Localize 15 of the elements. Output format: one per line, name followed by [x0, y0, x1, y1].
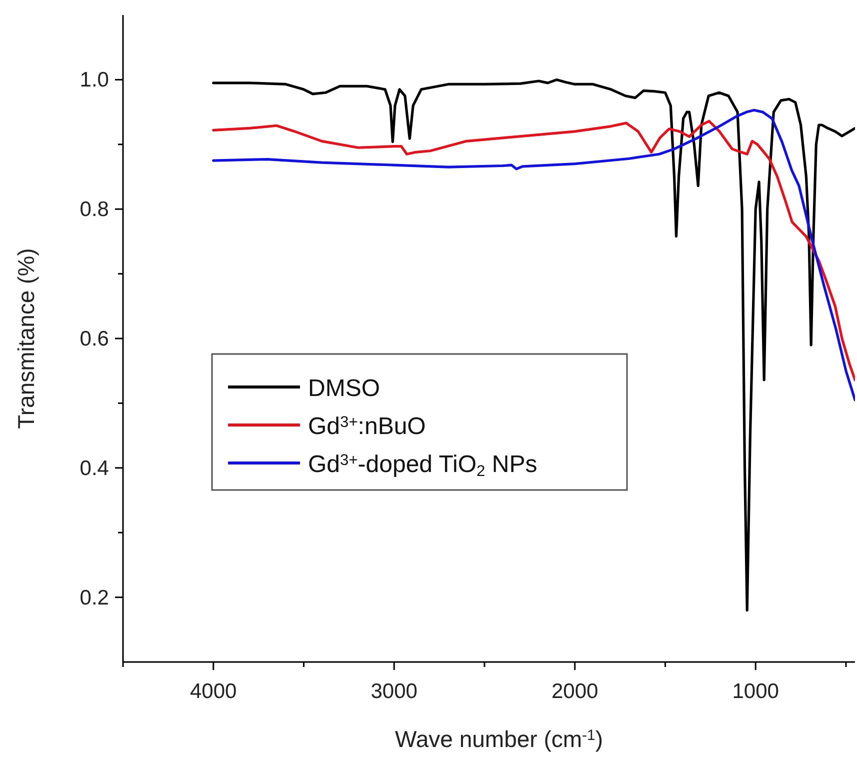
x-axis-title: Wave number (cm$^{-1}$) — [395, 726, 603, 752]
y-tick-label: 0.8 — [80, 198, 109, 222]
legend-label: Gd$^{3+}$:nBuO — [308, 413, 426, 440]
y-tick-label: 0.6 — [80, 328, 109, 350]
y-tick-label: 0.4 — [80, 456, 110, 480]
y-tick-label: 1.0 — [80, 68, 109, 92]
x-tick-label: 4000 — [190, 680, 237, 703]
legend-label: Gd$^{3+}$-doped TiO$_{2}$ NPs — [308, 451, 538, 480]
legend-label: DMSO — [308, 375, 380, 402]
line-series — [212, 78, 855, 612]
x-tick-label: 3000 — [370, 680, 418, 703]
y-tick-label: 0.2 — [80, 586, 109, 610]
x-tick-label: 2000 — [551, 680, 598, 703]
y-axis-title: Transmitance (%) — [13, 248, 39, 429]
x-tick-label: 1000 — [732, 680, 779, 703]
